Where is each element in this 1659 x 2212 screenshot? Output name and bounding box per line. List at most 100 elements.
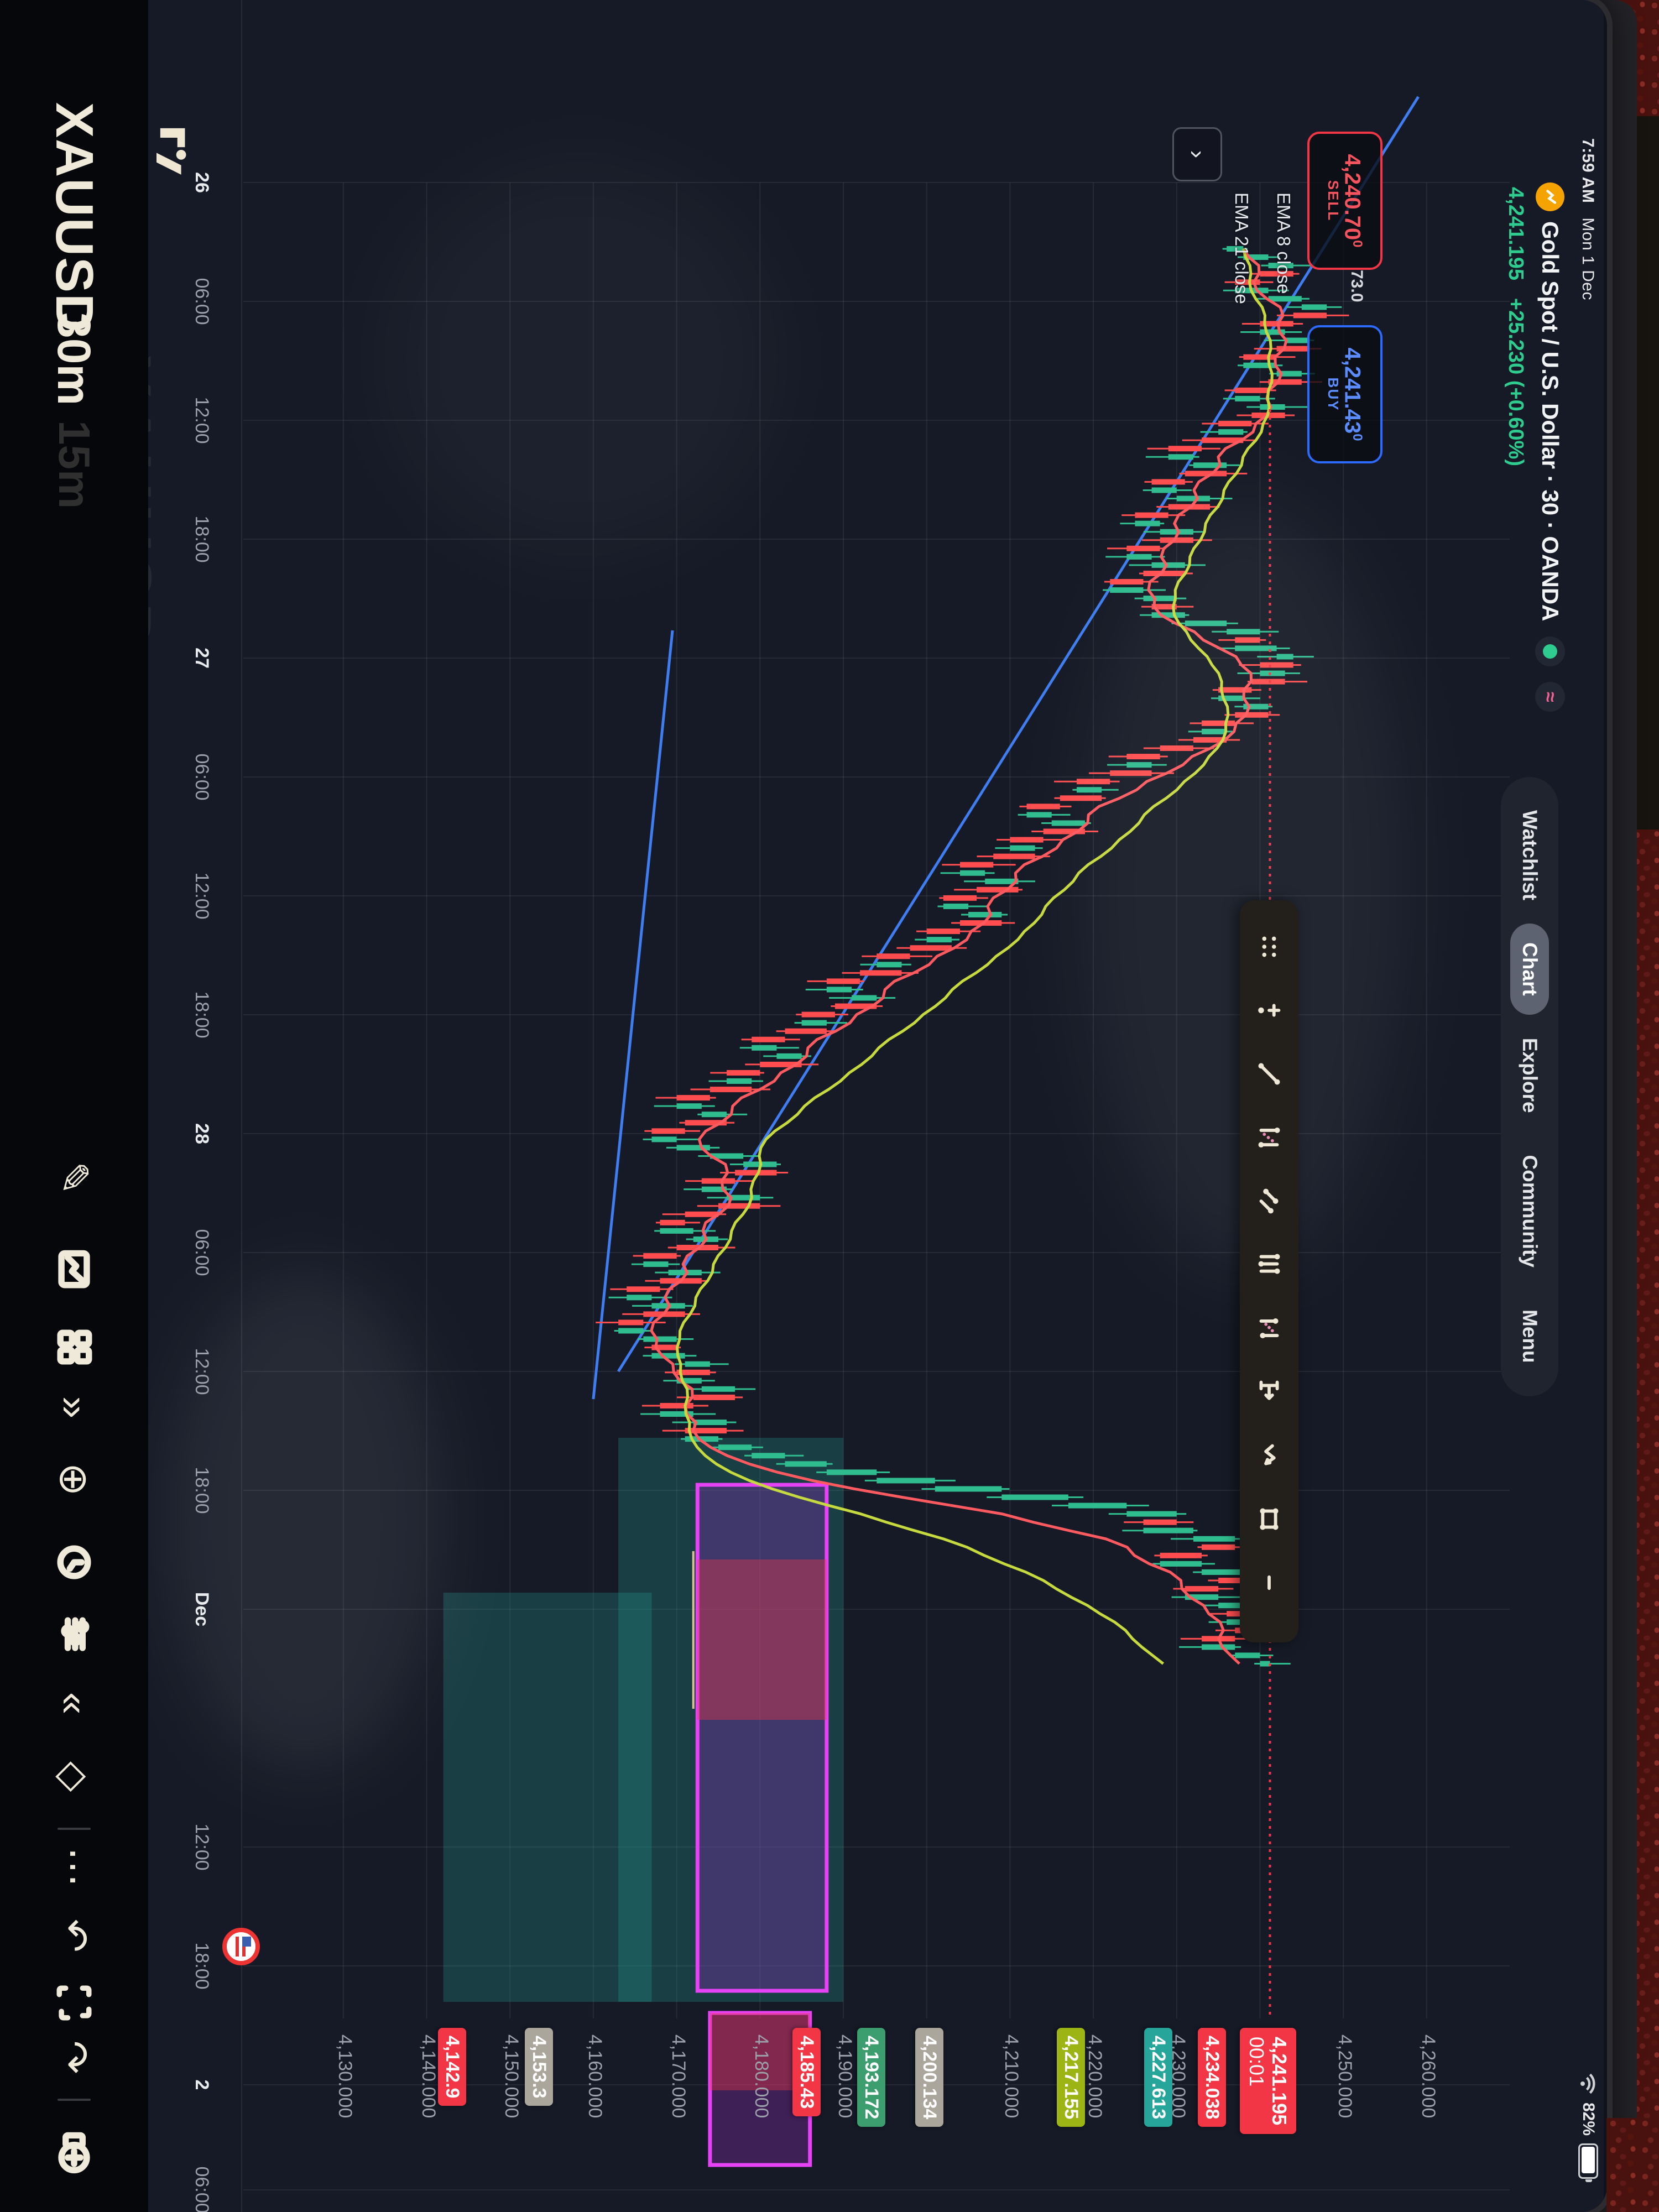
toolbar-divider [58, 1828, 91, 1830]
parallel-channel-icon[interactable] [1247, 1169, 1291, 1233]
price-tag: 4,185.43 [792, 2028, 821, 2117]
time-label: 12:00 [191, 1823, 212, 1871]
buy-label: BUY [1325, 377, 1342, 411]
market-open-dot-icon [1543, 644, 1557, 659]
ideas-wave-icon: ≈ [1540, 692, 1561, 702]
time-label: 26 [191, 172, 212, 193]
price-tick: 4,180.000 [751, 2034, 773, 2119]
fib-retracement-icon[interactable] [1247, 1105, 1291, 1169]
main-tabs: Watchlist Chart Explore Community Menu [1501, 777, 1558, 1396]
price-tick: 4,220.000 [1084, 2034, 1106, 2119]
draw-pen-icon[interactable]: ✎ [51, 1161, 96, 1195]
symbol-title[interactable]: Gold Spot / U.S. Dollar · 30 · OANDA [1537, 221, 1563, 622]
carpet-bottom-right [1606, 2118, 1659, 2212]
chevrons-left-icon[interactable]: « [52, 1692, 96, 1715]
status-bar: 7:59 AMMon 1 Dec 82% [1572, 0, 1604, 2212]
tab-chart[interactable]: Chart [1510, 924, 1549, 1015]
tab-watchlist[interactable]: Watchlist [1519, 810, 1541, 901]
legend-ema21[interactable]: EMA 21 close [1232, 192, 1252, 304]
time-label: Dec [191, 1592, 212, 1627]
price-change-row: 4,241.195 +25.230 (+0.60%) [1504, 187, 1527, 466]
ghost-interval[interactable]: 15m [50, 420, 99, 509]
time-label: 12:00 [191, 872, 212, 920]
time-label: 18:00 [191, 515, 212, 563]
buy-button[interactable]: 4,241.430 BUY [1307, 325, 1383, 463]
time-label: 06:00 [191, 753, 212, 801]
layout-grid-icon[interactable] [0, 1324, 148, 1371]
time-label: 12:00 [191, 1348, 212, 1395]
price-tag: 4,142.9 [438, 2028, 467, 2106]
chevrons-right-icon[interactable]: » [52, 1396, 96, 1419]
ideas-button[interactable]: ≈ [1535, 682, 1565, 712]
objects-diamond-icon[interactable]: ◇ [51, 1761, 96, 1792]
price-tag: 4,153.3 [524, 2028, 553, 2106]
redo-icon[interactable]: ↷ [51, 2041, 96, 2074]
price-tag: 4,200.134 [915, 2028, 943, 2127]
time-label: 28 [191, 1123, 212, 1144]
us-flag-event-icon[interactable] [222, 1928, 260, 1965]
time-label: 18:00 [191, 1942, 212, 1990]
legend-ema8[interactable]: EMA 8 close [1274, 192, 1294, 294]
add-circle-icon[interactable]: ⊕ [51, 1463, 96, 1496]
sell-label: SELL [1325, 180, 1342, 222]
time-label: 18:00 [191, 991, 212, 1039]
current-price-tag: 4,241.195 00:01 [1239, 2028, 1297, 2135]
price-tick: 4,210.000 [1001, 2034, 1022, 2119]
undo-icon[interactable]: ↶ [51, 1919, 96, 1953]
alert-clock-icon[interactable] [0, 1540, 148, 1587]
price-range-icon[interactable] [1247, 1360, 1291, 1423]
spread-value: 73.0 [1348, 270, 1366, 302]
cross-cursor-icon[interactable] [1247, 978, 1291, 1042]
time-label: 27 [191, 648, 212, 669]
tradingview-logo[interactable] [140, 124, 196, 178]
price-tag: 4,217.155 [1057, 2028, 1086, 2127]
price-tag: 4,193.172 [857, 2028, 885, 2127]
toolbar-divider [58, 2099, 91, 2101]
drag-handle-icon[interactable] [1247, 915, 1291, 978]
price-tick: 4,260.000 [1417, 2034, 1439, 2119]
sliders-icon[interactable] [0, 1612, 148, 1658]
screenshot-frame-icon[interactable] [0, 1980, 148, 2026]
tab-explore[interactable]: Explore [1519, 1037, 1541, 1113]
rectangle-tool-icon[interactable] [1247, 1487, 1291, 1551]
trend-line-icon[interactable] [1247, 1042, 1291, 1105]
price-tick: 4,150.000 [501, 2034, 523, 2119]
time-label: 18:00 [191, 1467, 212, 1514]
fib-extension-icon[interactable] [1247, 1296, 1291, 1360]
camera-plus-icon[interactable] [0, 2129, 148, 2176]
gold-symbol-icon[interactable] [1536, 182, 1564, 211]
time-axis[interactable]: 26 06:00 12:00 18:00 27 06:00 12:00 18:00 28 06:0… [148, 0, 260, 2212]
price-tick: 4,140.000 [418, 2034, 439, 2119]
market-status-button[interactable] [1535, 637, 1565, 667]
candlestick-chart-svg [243, 96, 1510, 2190]
sell-button[interactable]: 4,240.700 SELL [1307, 132, 1383, 270]
price-scale[interactable]: 4,260.000 4,250.000 4,230.000 4,220.000 4,21… [149, 2021, 1604, 2212]
interval-quick-button[interactable]: 30m [48, 312, 101, 406]
header-last-price: 4,241.195 [1504, 187, 1527, 281]
tablet-screen: 7:59 AMMon 1 Dec 82% XAUUSD [0, 0, 1607, 2212]
price-tag: 4,234.038 [1197, 2028, 1226, 2127]
time-label: 06:00 [191, 1229, 212, 1276]
price-tick: 4,190.000 [834, 2034, 855, 2119]
price-tag: 4,227.613 [1144, 2028, 1172, 2127]
more-dots-icon[interactable]: ⋯ [51, 1847, 96, 1887]
time-label: 12:00 [191, 397, 212, 444]
time-label: 06:00 [191, 2166, 212, 2212]
drawing-toolbar[interactable] [1240, 900, 1298, 1642]
legend-collapse-button[interactable]: › [1172, 127, 1222, 181]
chart-plot-area[interactable] [147, 0, 1604, 2212]
arrow-zigzag-icon[interactable] [1247, 1423, 1291, 1487]
price-tick: 4,160.000 [584, 2034, 606, 2119]
collapse-minus-icon[interactable] [1247, 1551, 1291, 1614]
tab-menu[interactable]: Menu [1519, 1309, 1541, 1363]
price-tick: 4,170.000 [667, 2034, 689, 2119]
horizontal-lines-icon[interactable] [1247, 1233, 1291, 1296]
price-tick: 4,130.000 [334, 2034, 356, 2119]
indicators-icon[interactable] [0, 1247, 148, 1293]
symbol-quick-button[interactable]: XAUUSD [45, 102, 104, 333]
tab-community[interactable]: Community [1519, 1155, 1541, 1267]
price-tick: 4,250.000 [1334, 2034, 1356, 2119]
header-change: +25.230 (+0.60%) [1504, 298, 1527, 466]
bottom-toolbar: XAUUSD 15m 30m ✎ » ⊕ « ◇ ⋯ ↶ ↷ [0, 0, 148, 2212]
